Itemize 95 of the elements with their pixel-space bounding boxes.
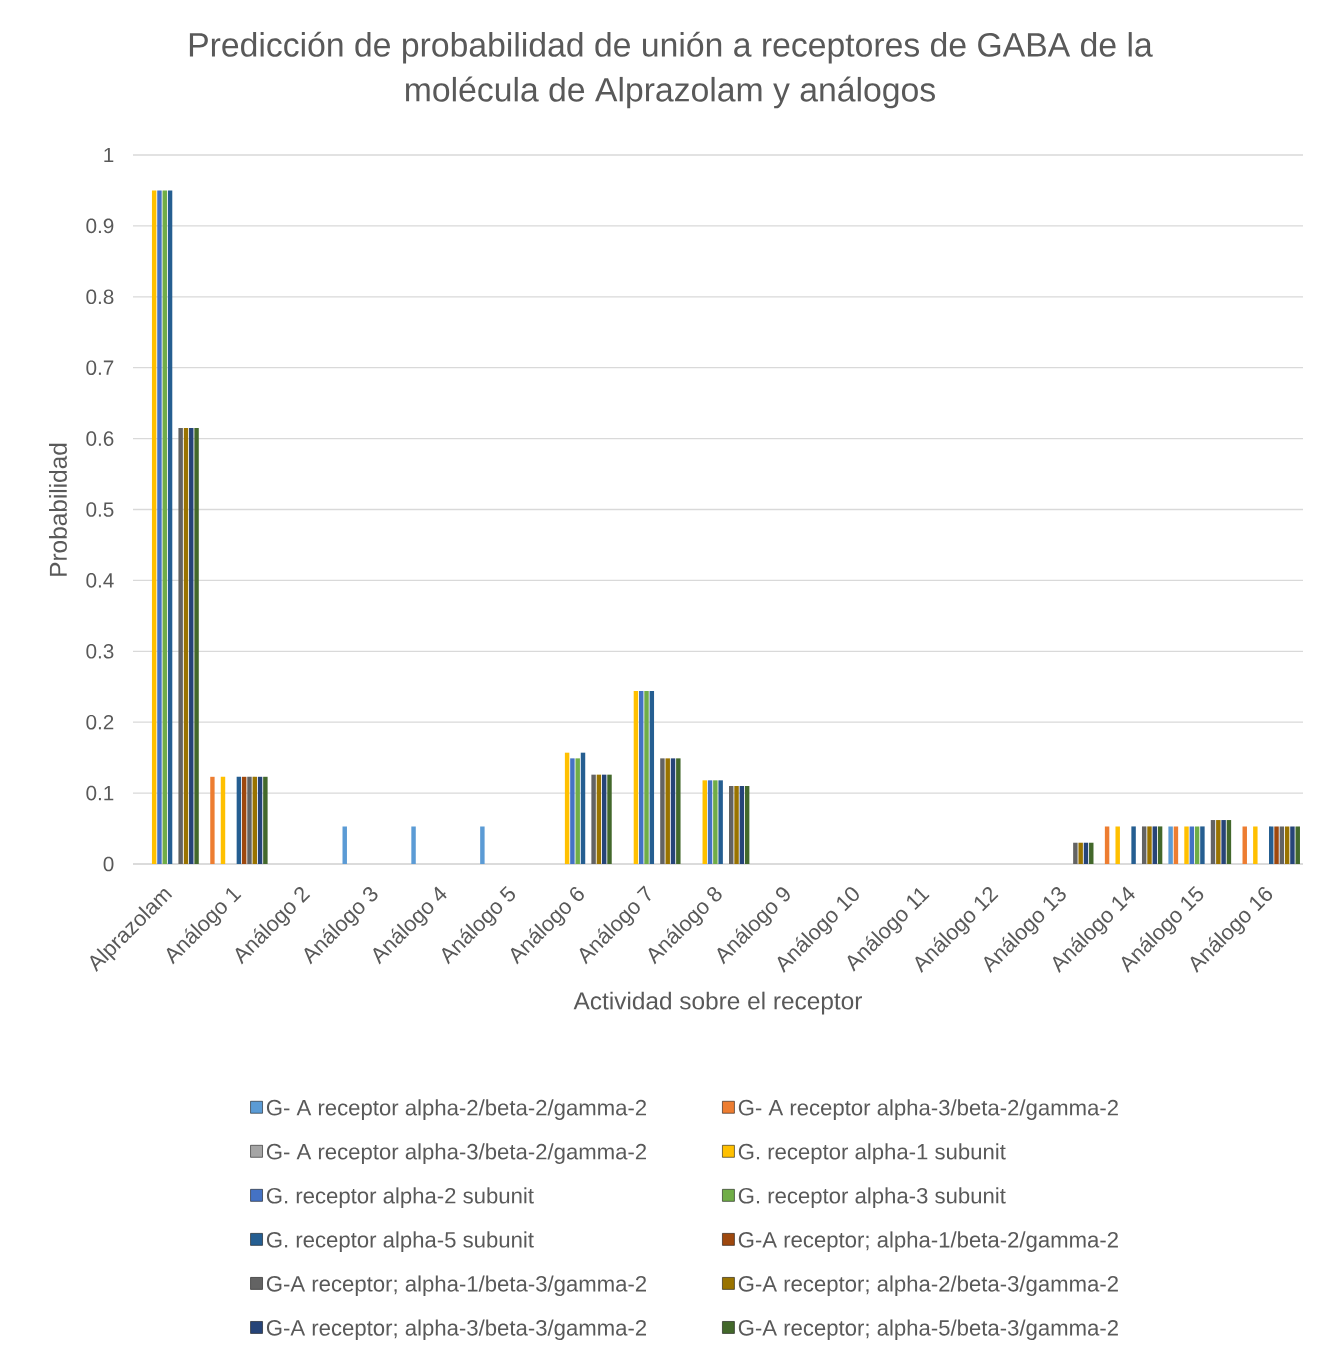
bar [670,758,676,864]
bar [633,691,639,864]
bar [744,786,750,864]
bar [1078,842,1083,864]
bar [194,427,199,864]
bar [729,786,734,864]
legend-label: G-A receptor; alpha-2/beta-3/gamma-2 [738,1275,1118,1297]
bar [1295,826,1300,864]
bar [157,190,162,864]
y-tick-label: 0.9 [86,218,114,234]
bar [1157,826,1163,864]
bar [480,826,485,864]
legend-label: G-A receptor; alpha-1/beta-3/gamma-2 [266,1275,646,1297]
bar [1210,820,1216,864]
bar [665,758,670,864]
bar [1184,826,1189,864]
bar [1284,826,1290,864]
legend-label: G-A receptor; alpha-3/beta-3/gamma-2 [266,1319,646,1341]
bar [596,774,602,864]
bar [676,758,681,864]
bar [649,691,655,864]
bar [1104,826,1110,864]
bar [151,190,157,864]
bar [644,691,649,864]
bar [739,786,745,864]
bar [1290,826,1295,864]
y-tick-label: 0.4 [86,573,114,588]
bar [1242,826,1247,864]
bar [707,780,713,864]
bar [1115,826,1120,864]
legend-label: G. receptor alpha-3 subunit [738,1187,1006,1208]
y-tick-label: 0 [103,856,114,872]
bar [580,752,586,864]
bar [575,758,580,864]
legend-label: G. receptor alpha-2 subunit [266,1187,534,1208]
bar [1141,826,1147,864]
chart-title: Predicción de probabilidad de unión a receptores de GABA de la molécula de Alprazolam y análogos [189,31,1153,109]
legend-label: G- A receptor alpha-3/beta-2/gamma-2 [266,1143,646,1164]
bar [1189,826,1195,864]
legend-label: G-A receptor; alpha-1/beta-2/gamma-2 [738,1231,1118,1252]
bar [1221,820,1226,864]
bar [1216,820,1221,864]
bar [564,752,570,864]
bar [1168,826,1173,864]
bar [241,776,247,864]
bar [1269,826,1274,864]
bar [1274,826,1279,864]
bar [713,780,718,864]
bar [660,758,665,864]
y-tick-label: 0.1 [86,785,114,801]
bar [1200,826,1205,864]
bar [263,776,268,864]
y-tick-label: 1 [104,147,114,163]
bar [1194,826,1200,864]
bar [1226,820,1232,864]
y-tick-label: 0.5 [86,502,114,517]
x-axis-title: Actividad sobre el receptor [573,991,862,1015]
legend-label: G-A receptor; alpha-5/beta-3/gamma-2 [738,1319,1118,1341]
y-axis-title: Probabilidad [49,443,67,576]
y-tick-label: 0.8 [86,289,114,305]
bar [236,776,242,864]
bar [570,758,575,864]
bar [178,427,183,864]
y-tick-label: 0.2 [86,714,114,730]
y-tick-label: 0.7 [86,360,114,376]
bar [411,826,416,864]
bar [1279,826,1285,864]
bar [220,776,226,864]
legend-label: G. receptor alpha-5 subunit [266,1231,534,1252]
bar [342,826,347,864]
bar [1147,826,1152,864]
bar [607,774,612,864]
bar [591,774,596,864]
bar [162,190,167,864]
bar [702,780,707,864]
bar [252,776,258,864]
bar [639,691,644,864]
bar [1131,826,1136,864]
bar [734,786,739,864]
legend-label: G- A receptor alpha-3/beta-2/gamma-2 [738,1099,1118,1120]
legend-label: G. receptor alpha-1 subunit [738,1143,1006,1164]
bar [247,776,252,864]
bar [210,776,215,864]
bar [167,190,173,864]
bar [718,780,723,864]
bar [183,427,189,864]
y-tick-label: 0.6 [86,431,114,446]
bar [1073,842,1078,864]
bar [257,776,263,864]
bar [1173,826,1179,864]
y-tick-label: 0.3 [86,643,114,659]
legend-label: G- A receptor alpha-2/beta-2/gamma-2 [266,1099,646,1120]
bar [1152,826,1158,864]
bar [1253,826,1258,864]
bar [189,427,194,864]
